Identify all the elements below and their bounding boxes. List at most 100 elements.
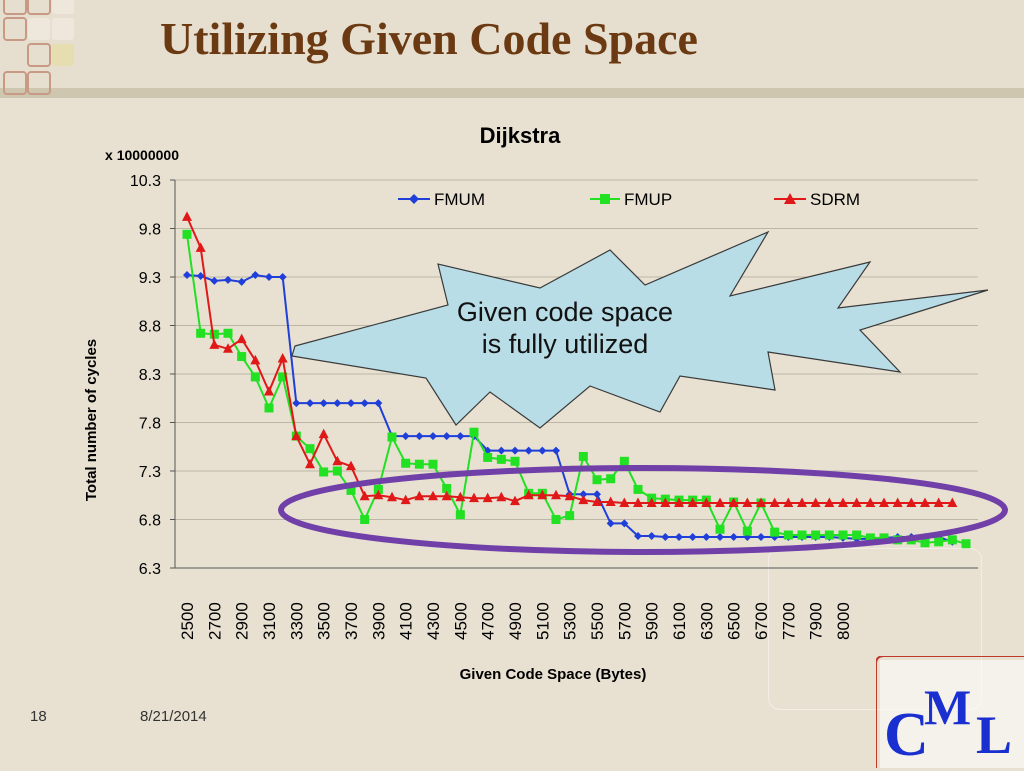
- point-fmup: [852, 530, 862, 540]
- logo-letter-l: L: [976, 705, 1013, 765]
- point-fmum: [429, 432, 437, 441]
- point-sdrm: [892, 497, 903, 508]
- x-tick-label: 7900: [807, 602, 826, 640]
- point-fmup: [510, 456, 520, 466]
- y-tick-label: 10.3: [130, 173, 161, 190]
- point-fmum: [374, 399, 383, 408]
- chart-title: Dijkstra: [480, 123, 561, 148]
- x-tick-label: 2900: [233, 602, 252, 640]
- point-sdrm: [291, 430, 302, 441]
- x-tick-label: 5700: [615, 602, 634, 640]
- cml-logo: C M L: [876, 656, 1024, 769]
- point-sdrm: [564, 490, 575, 501]
- point-fmum: [675, 532, 683, 541]
- point-fmup: [469, 427, 479, 437]
- series-line-fmup: [186, 234, 967, 545]
- point-fmup: [332, 466, 342, 476]
- point-sdrm: [359, 490, 370, 501]
- point-sdrm: [195, 242, 206, 252]
- point-fmup: [278, 372, 288, 382]
- point-sdrm: [810, 497, 821, 508]
- point-sdrm: [318, 428, 329, 439]
- legend-label-sdrm: SDRM: [810, 190, 860, 209]
- y-tick-label: 7.8: [139, 416, 161, 433]
- x-tick-label: 6100: [670, 602, 689, 640]
- y-tick-label: 9.8: [139, 222, 161, 239]
- dijkstra-chart: Dijkstra x 10000000 Given Code Space (By…: [83, 123, 1008, 683]
- point-sdrm: [838, 497, 848, 508]
- point-fmup: [961, 539, 971, 549]
- point-fmum: [196, 272, 205, 281]
- x-tick-labels: 2500 2700 2900 3100 3300 3500 3700 3900 4100 4300…: [178, 602, 853, 640]
- point-sdrm: [756, 497, 766, 508]
- point-fmup: [209, 329, 219, 339]
- point-sdrm: [619, 497, 630, 508]
- callout-text: Given code space is fully utilized: [440, 296, 690, 360]
- point-fmup: [414, 459, 424, 469]
- point-fmum: [497, 446, 506, 455]
- highlight-ellipse: [278, 465, 1008, 555]
- point-fmum: [647, 531, 656, 540]
- point-fmup: [742, 526, 752, 536]
- point-fmum: [442, 432, 451, 441]
- x-tick-label: 5500: [588, 602, 607, 640]
- point-sdrm: [250, 354, 261, 365]
- point-sdrm: [373, 489, 384, 500]
- point-fmup: [182, 229, 192, 239]
- point-fmum: [634, 531, 642, 540]
- point-fmum: [593, 490, 601, 499]
- point-sdrm: [223, 343, 233, 353]
- point-sdrm: [332, 455, 343, 466]
- point-fmup: [578, 451, 588, 461]
- point-fmup: [455, 510, 465, 520]
- point-sdrm: [346, 460, 356, 471]
- point-fmum: [456, 432, 465, 441]
- point-fmum: [688, 532, 697, 541]
- point-fmum: [319, 399, 328, 408]
- point-sdrm: [441, 490, 452, 501]
- legend-label-fmup: FMUP: [624, 190, 672, 209]
- point-sdrm: [510, 495, 520, 506]
- point-fmup: [250, 372, 260, 382]
- point-fmup: [442, 483, 452, 493]
- point-sdrm: [469, 492, 479, 503]
- decorative-squares: [3, 0, 74, 95]
- logo-letter-m: M: [924, 679, 972, 735]
- point-fmum: [401, 432, 410, 441]
- point-sdrm: [701, 497, 712, 508]
- point-fmup: [947, 535, 957, 545]
- x-tick-label: 3100: [260, 602, 279, 640]
- point-fmup: [592, 475, 602, 485]
- point-fmum: [415, 432, 424, 441]
- point-sdrm: [496, 491, 507, 502]
- x-tick-label: 3900: [369, 602, 388, 640]
- legend: FMUM FMUP SDRM: [398, 190, 860, 209]
- x-tick-label: 6700: [752, 602, 771, 640]
- point-fmup: [319, 467, 329, 477]
- point-fmum: [347, 399, 355, 408]
- x-tick-label: 4300: [424, 602, 443, 640]
- y-tick-label: 8.8: [139, 319, 161, 336]
- point-fmum: [333, 399, 342, 408]
- point-sdrm: [236, 333, 247, 344]
- point-sdrm: [906, 497, 917, 508]
- point-sdrm: [865, 497, 876, 508]
- point-fmum: [511, 446, 519, 455]
- point-fmup: [783, 530, 793, 540]
- point-fmup: [934, 537, 944, 547]
- y-tick-labels: 10.3 9.8 9.3 8.8 8.3 7.8 7.3 6.8 6.3: [130, 173, 161, 578]
- callout-line-1: Given code space: [456, 297, 674, 327]
- point-fmup: [606, 474, 616, 484]
- legend-item-fmum: FMUM: [398, 190, 485, 209]
- point-fmup: [496, 454, 506, 464]
- point-sdrm: [797, 497, 807, 508]
- point-sdrm: [523, 489, 534, 500]
- point-fmup: [428, 459, 438, 469]
- x-tick-label: 5100: [533, 602, 552, 640]
- point-fmum: [579, 490, 588, 499]
- y-tick-label: 8.3: [139, 367, 161, 384]
- point-sdrm: [277, 352, 288, 363]
- point-sdrm: [428, 490, 438, 501]
- point-fmum: [210, 276, 219, 285]
- point-fmup: [305, 444, 315, 454]
